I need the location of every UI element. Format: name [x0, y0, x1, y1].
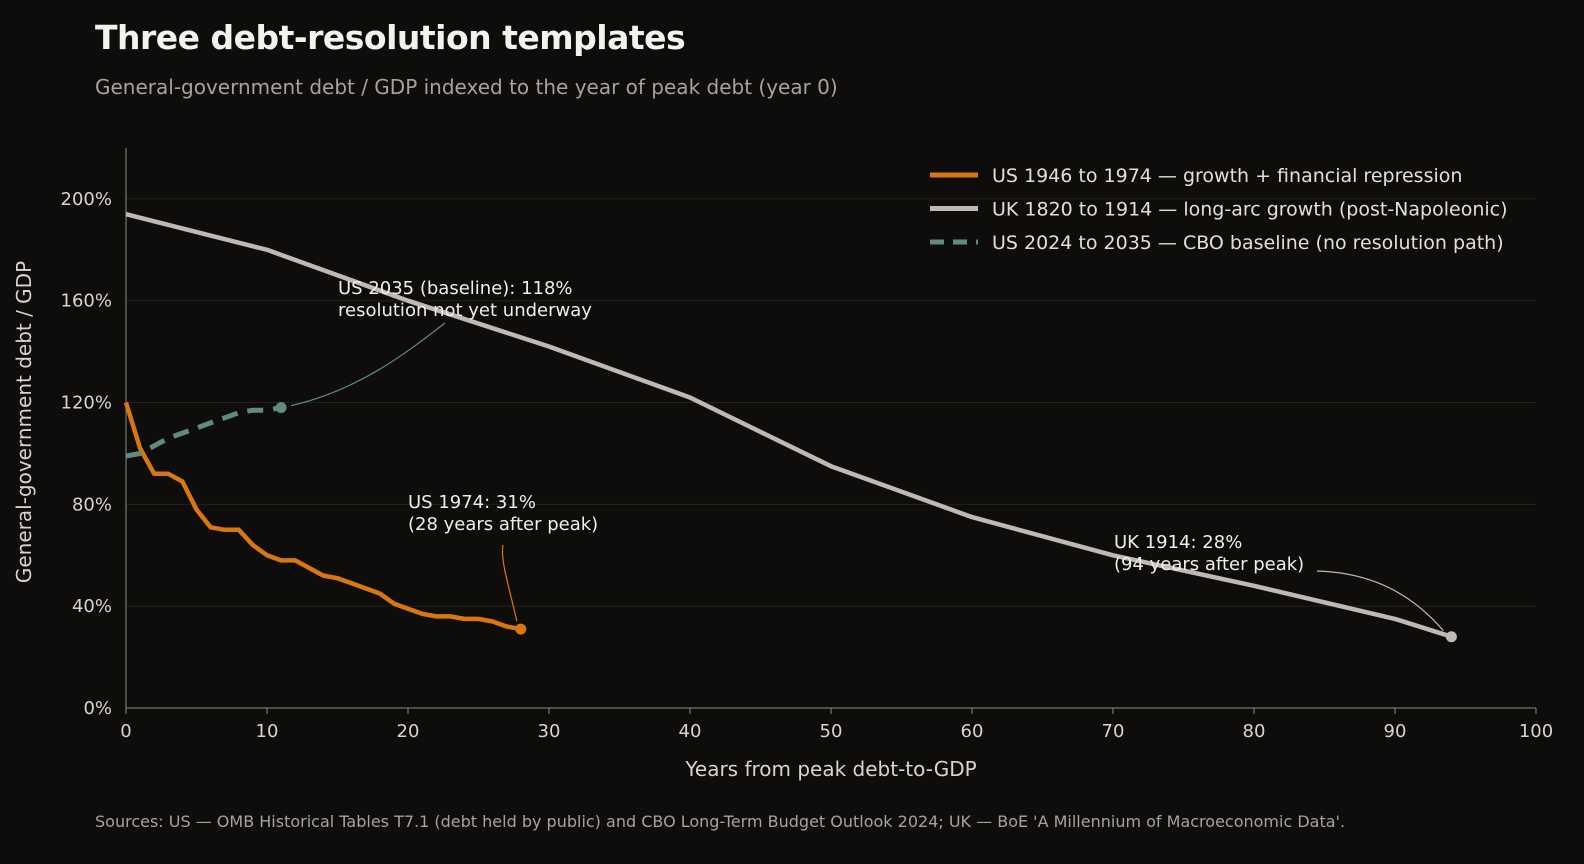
gridlines: [126, 198, 1536, 607]
source-note: Sources: US — OMB Historical Tables T7.1…: [95, 812, 1346, 831]
annotation-connector: [290, 322, 446, 407]
annotation-label: US 2035 (baseline): 118% resolution not y…: [338, 278, 592, 321]
axes: 0% 40% 80% 120% 160% 200% 0 10 20 30 40 50 60 70 80 90 1…: [12, 148, 1553, 781]
legend-entry-1: UK 1820 to 1914 — long-arc growth (post-…: [992, 199, 1508, 221]
x-tick-label: 50: [820, 721, 843, 742]
x-tick-label: 100: [1519, 721, 1553, 742]
y-axis-label: General-government debt / GDP: [12, 261, 36, 583]
x-tick-label: 40: [679, 721, 702, 742]
annotation-line: UK 1914: 28%: [1114, 532, 1242, 553]
annotation-point: [275, 402, 287, 414]
series-line-1: [125, 212, 1453, 639]
annotation-connector: [501, 544, 518, 622]
y-tick-label: 0%: [83, 698, 112, 719]
annotation-point: [515, 623, 527, 635]
x-axis-label: Years from peak debt-to-GDP: [684, 757, 976, 781]
legend: US 1946 to 1974 — growth + financial rep…: [930, 165, 1508, 254]
x-tick-label: 90: [1384, 721, 1407, 742]
x-tick-label: 10: [256, 721, 279, 742]
y-tick-label: 200%: [61, 189, 112, 210]
annotation-point: [1445, 631, 1457, 643]
annotations: US 2035 (baseline): 118% resolution not y…: [275, 278, 1457, 643]
legend-entry-0: US 1946 to 1974 — growth + financial rep…: [992, 165, 1462, 187]
x-tick-label: 70: [1102, 721, 1125, 742]
chart-title: Three debt-resolution templates: [95, 18, 686, 57]
y-tick-label: 160%: [61, 291, 112, 312]
y-tick-label: 120%: [61, 393, 112, 414]
series-line-0: [123, 401, 522, 632]
x-tick-label: 30: [538, 721, 561, 742]
x-tick-label: 80: [1243, 721, 1266, 742]
series-line-2: [125, 405, 282, 459]
y-tick-label: 80%: [72, 494, 112, 515]
x-tick-label: 20: [397, 721, 420, 742]
series-lines: [123, 212, 1453, 639]
x-tick-label: 60: [961, 721, 984, 742]
y-tick-label: 40%: [72, 596, 112, 617]
x-tick-label: 0: [120, 721, 131, 742]
annotation-connector: [1316, 570, 1444, 632]
annotation-label: US 1974: 31% (28 years after peak): [408, 492, 598, 535]
annotation-line: US 1974: 31%: [408, 492, 536, 513]
annotation-line: US 2035 (baseline): 118%: [338, 278, 573, 299]
annotation-line: (94 years after peak): [1114, 554, 1304, 575]
annotation-line: resolution not yet underway: [338, 300, 592, 321]
annotation-line: (28 years after peak): [408, 514, 598, 535]
chart-subtitle: General-government debt / GDP indexed to…: [95, 75, 838, 99]
annotation-label: UK 1914: 28% (94 years after peak): [1114, 532, 1304, 575]
legend-entry-2: US 2024 to 2035 — CBO baseline (no resol…: [992, 232, 1504, 254]
